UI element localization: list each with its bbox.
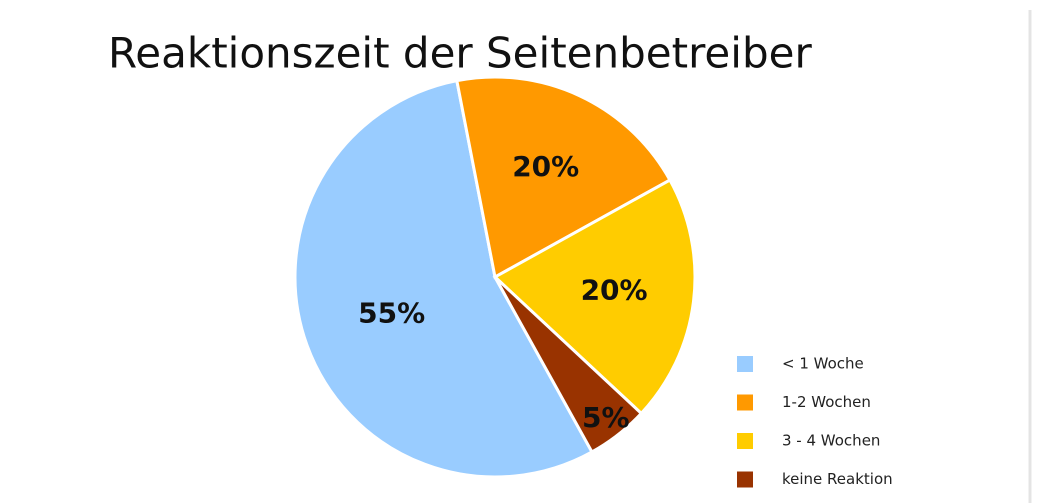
pie-slice: [455, 75, 672, 280]
legend-swatch: [737, 471, 753, 488]
legend-swatch: [737, 433, 753, 449]
pie-slice: [293, 78, 595, 479]
data-label: 5%: [582, 401, 630, 434]
legend-label: keine Reaktion: [782, 470, 893, 488]
pie-slice: [492, 177, 697, 416]
chart-title: Reaktionszeit der Seitenbetreiber: [108, 29, 812, 78]
data-label: 20%: [581, 274, 648, 307]
data-label: 20%: [512, 150, 579, 183]
pie-slice: [493, 275, 644, 454]
legend-label: 3 - 4 Wochen: [782, 432, 880, 450]
legend-label: 1-2 Wochen: [782, 393, 871, 411]
legend-label: < 1 Woche: [782, 355, 864, 373]
data-label: 55%: [358, 297, 425, 330]
legend-swatch: [737, 356, 753, 372]
legend-swatch: [737, 394, 753, 411]
